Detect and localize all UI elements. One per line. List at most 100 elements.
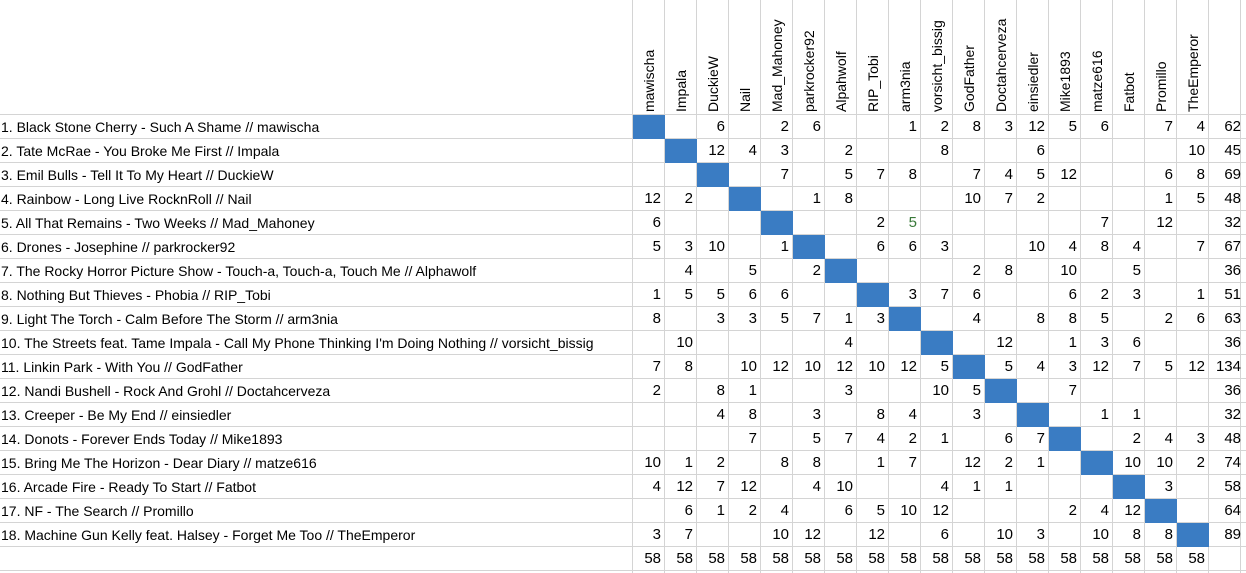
score-cell[interactable] <box>761 475 793 499</box>
song-label[interactable]: 4. Rainbow - Long Live RocknRoll // Nail <box>1 191 252 207</box>
score-cell[interactable] <box>921 211 953 235</box>
score-cell[interactable]: 3 <box>1004 118 1013 135</box>
column-total[interactable]: 58 <box>772 550 789 567</box>
score-cell[interactable] <box>1145 379 1177 403</box>
score-cell[interactable]: 3 <box>972 406 981 423</box>
score-cell[interactable] <box>697 187 729 211</box>
score-cell[interactable]: 10 <box>644 454 661 471</box>
column-total[interactable]: 58 <box>676 550 693 567</box>
score-cell[interactable] <box>665 427 697 451</box>
score-cell[interactable]: 8 <box>748 406 757 423</box>
score-cell[interactable]: 7 <box>1196 238 1205 255</box>
score-cell[interactable]: 4 <box>652 478 661 495</box>
score-cell[interactable] <box>857 259 889 283</box>
column-total[interactable]: 58 <box>932 550 949 567</box>
score-cell[interactable]: 2 <box>940 118 949 135</box>
column-header-0[interactable]: mawischa <box>633 0 665 114</box>
score-cell[interactable] <box>921 307 953 331</box>
score-cell[interactable]: 2 <box>1004 454 1013 471</box>
score-cell[interactable]: 8 <box>972 118 981 135</box>
score-cell[interactable] <box>793 283 825 307</box>
song-label[interactable]: 14. Donots - Forever Ends Today // Mike1… <box>1 431 283 447</box>
score-cell[interactable]: 7 <box>1100 214 1109 231</box>
score-cell[interactable]: 4 <box>1132 238 1141 255</box>
score-cell[interactable] <box>1017 331 1049 355</box>
song-label[interactable]: 7. The Rocky Horror Picture Show - Touch… <box>1 263 477 279</box>
score-cell[interactable]: 6 <box>716 118 725 135</box>
score-cell[interactable] <box>665 307 697 331</box>
score-cell[interactable]: 4 <box>1196 118 1205 135</box>
score-cell[interactable]: 10 <box>900 502 917 519</box>
score-cell[interactable]: 12 <box>676 478 693 495</box>
score-cell[interactable] <box>825 115 857 139</box>
column-total[interactable]: 58 <box>1124 550 1141 567</box>
score-cell[interactable]: 5 <box>1164 358 1173 375</box>
score-cell[interactable] <box>1177 331 1209 355</box>
score-cell[interactable]: 3 <box>844 382 853 399</box>
score-cell[interactable] <box>889 139 921 163</box>
score-cell[interactable] <box>1081 475 1113 499</box>
score-cell[interactable]: 6 <box>1196 310 1205 327</box>
score-cell[interactable] <box>697 259 729 283</box>
score-cell[interactable]: 12 <box>1092 358 1109 375</box>
score-cell[interactable] <box>921 259 953 283</box>
score-cell[interactable] <box>953 211 985 235</box>
score-cell[interactable]: 7 <box>684 526 693 543</box>
score-cell[interactable] <box>793 139 825 163</box>
score-cell[interactable]: 1 <box>1132 406 1141 423</box>
score-cell[interactable]: 6 <box>908 238 917 255</box>
score-cell[interactable]: 1 <box>684 454 693 471</box>
row-total[interactable]: 62 <box>1224 118 1241 135</box>
column-total[interactable]: 58 <box>836 550 853 567</box>
score-cell[interactable]: 2 <box>652 382 661 399</box>
score-cell[interactable] <box>857 331 889 355</box>
self-vote-cell[interactable] <box>1177 523 1209 547</box>
score-cell[interactable]: 3 <box>716 310 725 327</box>
self-vote-cell[interactable] <box>1113 475 1145 499</box>
column-header-13[interactable]: Mike1893 <box>1049 0 1081 114</box>
score-cell[interactable]: 8 <box>876 406 885 423</box>
score-cell[interactable]: 5 <box>1068 118 1077 135</box>
score-cell[interactable]: 6 <box>812 118 821 135</box>
score-cell[interactable]: 12 <box>740 478 757 495</box>
score-cell[interactable]: 8 <box>940 142 949 159</box>
score-cell[interactable] <box>921 187 953 211</box>
score-cell[interactable] <box>1017 259 1049 283</box>
row-total[interactable]: 48 <box>1224 190 1241 207</box>
score-cell[interactable] <box>889 475 921 499</box>
score-cell[interactable]: 12 <box>1060 166 1077 183</box>
score-cell[interactable]: 12 <box>836 358 853 375</box>
score-cell[interactable]: 6 <box>1132 334 1141 351</box>
row-total[interactable]: 64 <box>1224 502 1241 519</box>
song-label[interactable]: 18. Machine Gun Kelly feat. Halsey - For… <box>1 527 416 543</box>
self-vote-cell[interactable] <box>953 355 985 379</box>
score-cell[interactable]: 1 <box>1068 334 1077 351</box>
score-cell[interactable] <box>1081 259 1113 283</box>
row-total[interactable]: 58 <box>1224 478 1241 495</box>
score-cell[interactable]: 5 <box>652 238 661 255</box>
score-cell[interactable]: 5 <box>1196 190 1205 207</box>
score-cell[interactable] <box>825 283 857 307</box>
score-cell[interactable]: 1 <box>716 502 725 519</box>
score-cell[interactable]: 10 <box>1156 454 1173 471</box>
song-label[interactable]: 6. Drones - Josephine // parkrocker92 <box>1 239 236 255</box>
score-cell[interactable] <box>793 331 825 355</box>
score-cell[interactable]: 2 <box>1036 190 1045 207</box>
score-cell[interactable] <box>825 403 857 427</box>
self-vote-cell[interactable] <box>825 259 857 283</box>
score-cell[interactable] <box>665 163 697 187</box>
score-cell[interactable]: 2 <box>684 190 693 207</box>
row-total[interactable]: 32 <box>1224 406 1241 423</box>
row-total[interactable]: 36 <box>1224 382 1241 399</box>
score-cell[interactable]: 12 <box>804 526 821 543</box>
score-cell[interactable]: 4 <box>1068 238 1077 255</box>
score-cell[interactable] <box>1177 259 1209 283</box>
score-cell[interactable] <box>1145 403 1177 427</box>
score-cell[interactable]: 6 <box>684 502 693 519</box>
score-cell[interactable]: 12 <box>900 358 917 375</box>
score-cell[interactable]: 1 <box>908 118 917 135</box>
score-cell[interactable]: 10 <box>1060 262 1077 279</box>
score-cell[interactable]: 10 <box>740 358 757 375</box>
row-total[interactable]: 63 <box>1224 310 1241 327</box>
score-cell[interactable] <box>953 139 985 163</box>
